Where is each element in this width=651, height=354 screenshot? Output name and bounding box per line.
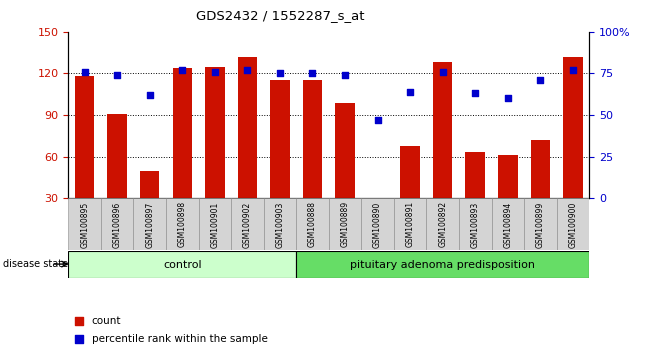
Text: percentile rank within the sample: percentile rank within the sample: [92, 334, 268, 344]
Point: [470, 91, 480, 96]
Bar: [426, 198, 459, 250]
Bar: [492, 198, 524, 250]
Bar: [335, 103, 355, 198]
Bar: [329, 198, 361, 250]
Text: GSM100903: GSM100903: [275, 201, 284, 248]
Point: [177, 67, 187, 73]
Text: GSM100889: GSM100889: [340, 201, 350, 247]
Text: GSM100898: GSM100898: [178, 201, 187, 247]
Text: control: control: [163, 259, 202, 270]
Bar: [400, 145, 420, 198]
Bar: [498, 155, 518, 198]
Text: pituitary adenoma predisposition: pituitary adenoma predisposition: [350, 259, 535, 270]
Text: GSM100895: GSM100895: [80, 201, 89, 247]
Text: GSM100896: GSM100896: [113, 201, 122, 247]
Bar: [199, 198, 231, 250]
Bar: [394, 198, 426, 250]
Point: [340, 72, 350, 78]
Bar: [459, 198, 492, 250]
Bar: [68, 251, 296, 278]
Text: count: count: [92, 316, 121, 326]
Bar: [296, 198, 329, 250]
Point: [242, 67, 253, 73]
Point: [418, 95, 428, 100]
Bar: [101, 198, 133, 250]
Point: [568, 67, 578, 73]
Point: [405, 89, 415, 95]
Text: GSM100894: GSM100894: [503, 201, 512, 247]
Point: [372, 117, 383, 123]
Text: disease state: disease state: [3, 259, 68, 269]
Text: GSM100897: GSM100897: [145, 201, 154, 247]
Point: [79, 69, 90, 75]
Text: GSM100893: GSM100893: [471, 201, 480, 247]
Bar: [465, 153, 485, 198]
Bar: [563, 57, 583, 198]
Bar: [68, 198, 101, 250]
Bar: [296, 251, 589, 278]
Bar: [238, 57, 257, 198]
Text: GSM100902: GSM100902: [243, 201, 252, 247]
Bar: [264, 198, 296, 250]
Bar: [531, 140, 550, 198]
Text: GSM100899: GSM100899: [536, 201, 545, 247]
Bar: [270, 80, 290, 198]
Text: GSM100900: GSM100900: [568, 201, 577, 248]
Point: [112, 72, 122, 78]
Text: GDS2432 / 1552287_s_at: GDS2432 / 1552287_s_at: [196, 9, 364, 22]
Bar: [173, 68, 192, 198]
Bar: [433, 62, 452, 198]
Bar: [75, 76, 94, 198]
Bar: [524, 198, 557, 250]
Text: GSM100901: GSM100901: [210, 201, 219, 247]
Bar: [231, 198, 264, 250]
Point: [535, 77, 546, 83]
Point: [145, 92, 155, 98]
Text: GSM100892: GSM100892: [438, 201, 447, 247]
Bar: [557, 198, 589, 250]
Bar: [140, 171, 159, 198]
Point: [275, 71, 285, 76]
Point: [307, 71, 318, 76]
Bar: [303, 80, 322, 198]
Text: GSM100891: GSM100891: [406, 201, 415, 247]
Point: [503, 96, 513, 101]
Bar: [107, 114, 127, 198]
Text: GSM100890: GSM100890: [373, 201, 382, 247]
Point: [437, 69, 448, 75]
Point: [210, 69, 220, 75]
Bar: [166, 198, 199, 250]
Bar: [205, 67, 225, 198]
Text: GSM100888: GSM100888: [308, 201, 317, 247]
Bar: [133, 198, 166, 250]
Point: [418, 256, 428, 261]
Bar: [361, 198, 394, 250]
Bar: [368, 198, 387, 201]
